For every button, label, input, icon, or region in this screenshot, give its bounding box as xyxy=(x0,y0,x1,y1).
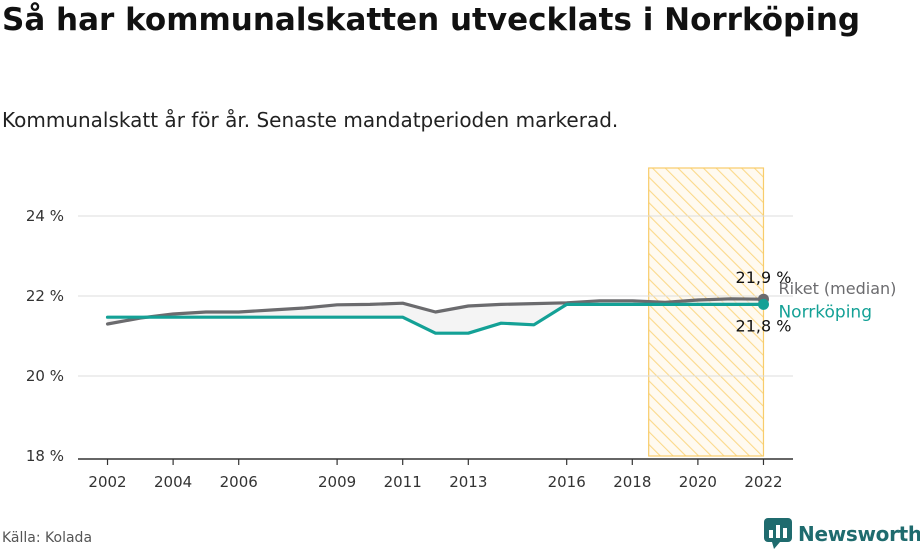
series-end-point-1 xyxy=(757,298,769,310)
y-tick-label: 18 % xyxy=(26,447,64,465)
y-tick-label: 24 % xyxy=(26,207,64,225)
x-tick-label: 2002 xyxy=(88,473,126,491)
end-value-label-riket: 21,9 % xyxy=(736,268,792,287)
x-tick-label: 2013 xyxy=(449,473,487,491)
newsworthy-logo-icon xyxy=(764,518,792,549)
x-tick-label: 2022 xyxy=(744,473,782,491)
x-tick-label: 2018 xyxy=(613,473,651,491)
chart-subtitle: Kommunalskatt år för år. Senaste mandatp… xyxy=(2,108,619,132)
chart-title: Så har kommunalskatten utvecklats i Norr… xyxy=(2,2,861,38)
series-name-norrkoping: Norrköping xyxy=(778,302,872,322)
series-line-1 xyxy=(105,302,766,335)
newsworthy-brand-text: Newsworthy xyxy=(798,522,920,546)
difference-area xyxy=(107,298,764,334)
end-value-label-norrkoping: 21,8 % xyxy=(736,316,792,335)
series-name-riket: Riket (median) xyxy=(778,279,896,298)
x-tick-label: 2011 xyxy=(384,473,422,491)
x-tick-label: 2016 xyxy=(548,473,586,491)
x-tick-label: 2009 xyxy=(318,473,356,491)
x-tick-label: 2006 xyxy=(220,473,258,491)
series-line-0 xyxy=(105,297,766,326)
x-tick-label: 2020 xyxy=(679,473,717,491)
x-tick-label: 2004 xyxy=(154,473,192,491)
source-note: Källa: Kolada xyxy=(2,530,93,546)
newsworthy-logo: Newsworthy xyxy=(764,518,920,550)
mandate-period-highlight xyxy=(648,167,765,457)
y-tick-label: 20 % xyxy=(26,367,64,385)
y-tick-label: 22 % xyxy=(26,287,64,305)
